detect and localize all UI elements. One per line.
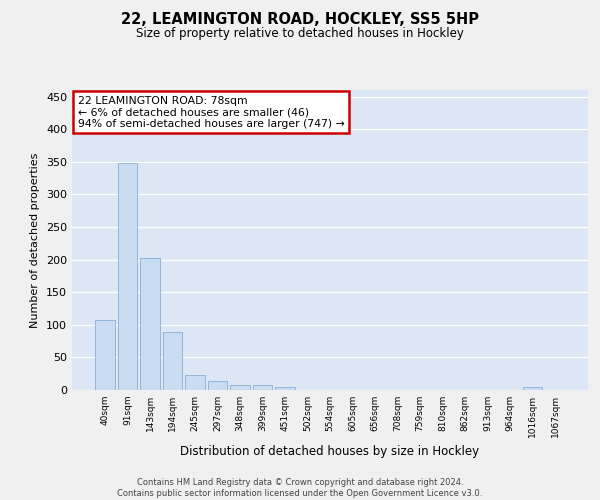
Bar [95,320,115,390]
Bar [230,385,250,390]
Text: 22 LEAMINGTON ROAD: 78sqm
← 6% of detached houses are smaller (46)
94% of semi-d: 22 LEAMINGTON ROAD: 78sqm ← 6% of detach… [77,96,344,129]
Bar [275,386,295,390]
Bar [163,332,182,390]
Bar [140,258,160,390]
Y-axis label: Number of detached properties: Number of detached properties [31,152,40,328]
Bar [185,375,205,390]
Text: 22, LEAMINGTON ROAD, HOCKLEY, SS5 5HP: 22, LEAMINGTON ROAD, HOCKLEY, SS5 5HP [121,12,479,28]
Text: Contains HM Land Registry data © Crown copyright and database right 2024.
Contai: Contains HM Land Registry data © Crown c… [118,478,482,498]
Bar [208,381,227,390]
X-axis label: Distribution of detached houses by size in Hockley: Distribution of detached houses by size … [181,446,479,458]
Bar [253,386,272,390]
Bar [118,163,137,390]
Bar [523,388,542,390]
Text: Size of property relative to detached houses in Hockley: Size of property relative to detached ho… [136,28,464,40]
